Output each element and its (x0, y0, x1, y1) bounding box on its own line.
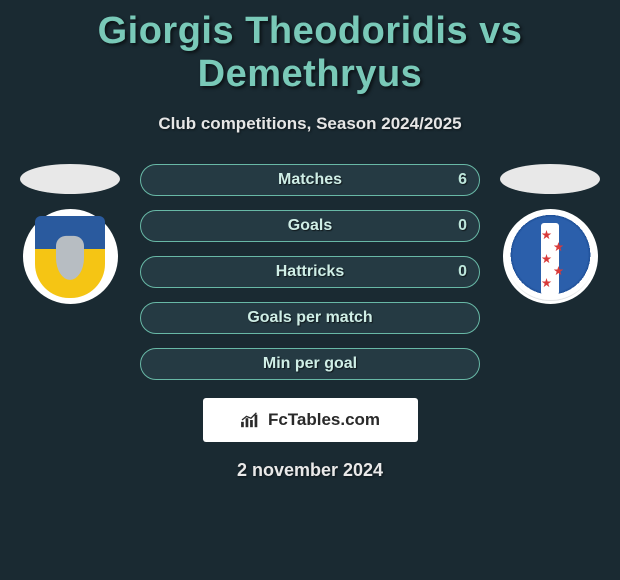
stat-right-value: 0 (458, 217, 467, 235)
comparison-row: Matches 6 Goals 0 Hattricks 0 Goals per … (0, 164, 620, 380)
snapshot-date: 2 november 2024 (0, 460, 620, 481)
stat-label: Matches (278, 171, 342, 189)
stat-row-matches: Matches 6 (140, 164, 480, 196)
stats-list: Matches 6 Goals 0 Hattricks 0 Goals per … (140, 164, 480, 380)
subtitle: Club competitions, Season 2024/2025 (0, 114, 620, 134)
stat-label: Goals per match (247, 309, 372, 327)
left-player-column (20, 164, 120, 304)
brand-text: FcTables.com (268, 410, 380, 430)
right-player-column (500, 164, 600, 304)
stat-row-goals: Goals 0 (140, 210, 480, 242)
stat-right-value: 6 (458, 171, 467, 189)
right-club-emblem-icon (503, 209, 598, 304)
right-player-avatar (500, 164, 600, 194)
brand-badge: FcTables.com (203, 398, 418, 442)
stat-right-value: 0 (458, 263, 467, 281)
stat-label: Min per goal (263, 355, 357, 373)
stat-row-goals-per-match: Goals per match (140, 302, 480, 334)
left-player-avatar (20, 164, 120, 194)
page-title: Giorgis Theodoridis vs Demethryus (0, 0, 620, 96)
right-club-badge (503, 209, 598, 304)
bar-chart-icon (240, 411, 262, 429)
stat-row-hattricks: Hattricks 0 (140, 256, 480, 288)
stat-label: Goals (288, 217, 332, 235)
left-club-badge (23, 209, 118, 304)
stat-label: Hattricks (276, 263, 344, 281)
stat-row-min-per-goal: Min per goal (140, 348, 480, 380)
left-club-shield-icon (35, 216, 105, 298)
